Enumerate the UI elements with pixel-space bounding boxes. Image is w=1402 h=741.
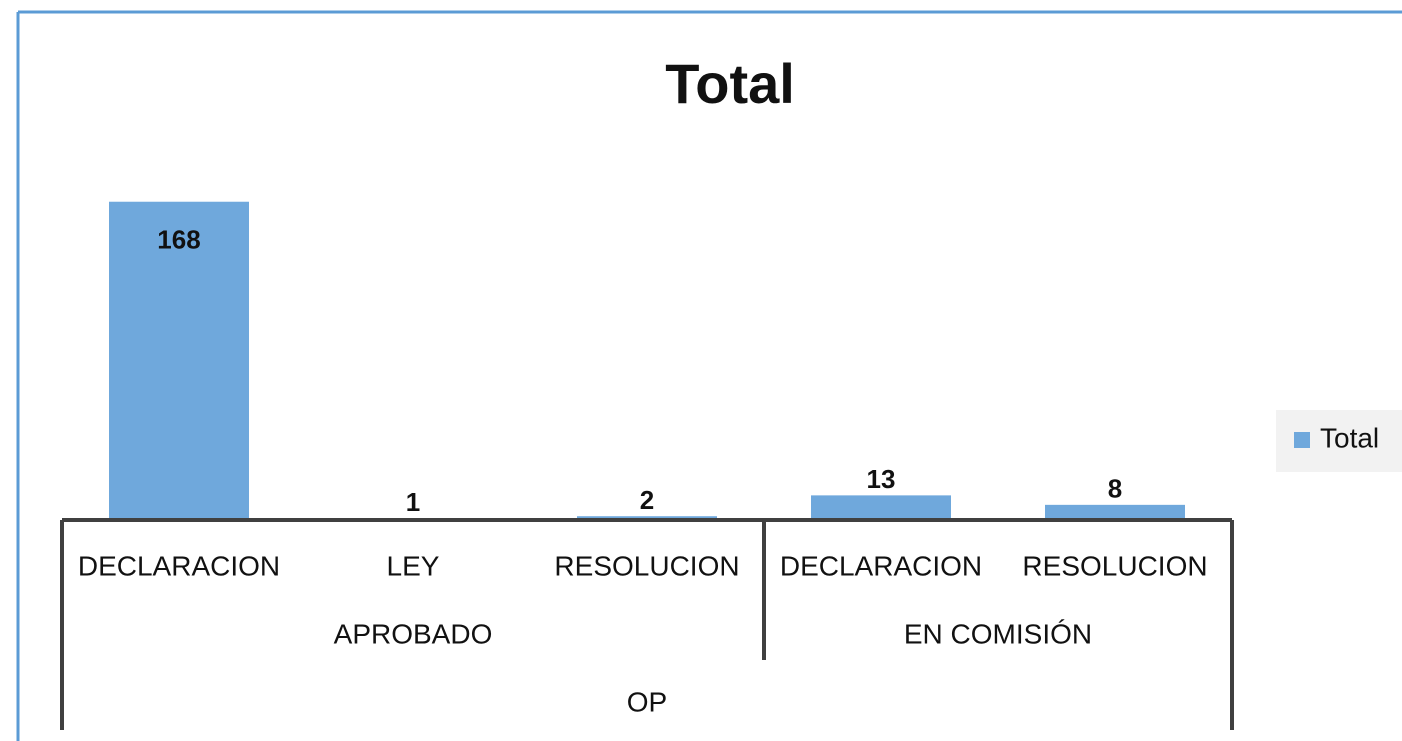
x-tick-label: LEY (387, 550, 440, 581)
data-label: 8 (1108, 474, 1122, 504)
chart-title: Total (665, 52, 795, 115)
data-label: 2 (640, 485, 654, 515)
data-label: 168 (157, 225, 200, 255)
bar (811, 495, 951, 520)
legend-swatch (1294, 432, 1310, 448)
x-tick-label: DECLARACION (78, 550, 280, 581)
data-label: 13 (867, 464, 896, 494)
bar (109, 201, 249, 520)
legend-label: Total (1320, 422, 1379, 453)
x-tick-label: RESOLUCION (554, 550, 739, 581)
group-label: APROBADO (334, 618, 493, 649)
bar (1045, 504, 1185, 520)
group-label: EN COMISIÓN (904, 618, 1092, 649)
x-tick-label: RESOLUCION (1022, 550, 1207, 581)
x-tick-label: DECLARACION (780, 550, 982, 581)
outer-group-label: OP (627, 686, 667, 717)
data-label: 1 (406, 487, 420, 517)
